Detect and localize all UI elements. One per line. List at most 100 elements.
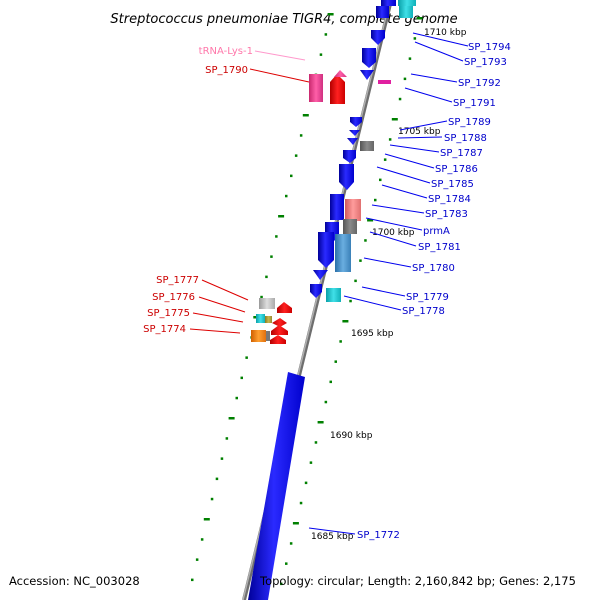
tick-mark xyxy=(200,538,204,541)
gene-sp1777[interactable] xyxy=(259,298,292,313)
gene-label-sp1776[interactable]: SP_1776 xyxy=(152,292,195,303)
tick-mark xyxy=(225,437,229,440)
tick-mark xyxy=(342,320,349,323)
kbp-label: 1710 kbp xyxy=(424,28,467,38)
gene-label-sp1786[interactable]: SP_1786 xyxy=(435,164,478,175)
gene-label-sp1793[interactable]: SP_1793 xyxy=(464,57,507,68)
trna-marker[interactable] xyxy=(378,80,391,84)
tick-mark xyxy=(294,154,298,157)
tick-mark xyxy=(191,578,194,582)
gene-sp1789[interactable] xyxy=(350,117,362,127)
tick-mark xyxy=(245,356,248,359)
scale-labels: 1710 kbp 1705 kbp 1700 kbp 1695 kbp 1690… xyxy=(311,28,467,542)
tick-mark xyxy=(329,380,332,384)
tick-mark xyxy=(260,295,263,299)
gene-label-sp1781[interactable]: SP_1781 xyxy=(418,242,461,253)
tick-mark xyxy=(290,174,293,178)
tick-mark xyxy=(374,198,377,202)
kbp-label: 1705 kbp xyxy=(398,127,441,137)
gene-label-sp1792[interactable]: SP_1792 xyxy=(458,78,501,89)
gene-sp1775[interactable] xyxy=(271,325,288,335)
tick-mark xyxy=(304,481,308,485)
gene-sp1781[interactable] xyxy=(318,232,334,268)
gene-sp1792[interactable] xyxy=(371,30,385,45)
tick-mark xyxy=(299,501,303,505)
gene-label-sp1784[interactable]: SP_1784 xyxy=(428,194,471,205)
gene-label-sp1772[interactable]: SP_1772 xyxy=(357,530,400,541)
kbp-label: 1685 kbp xyxy=(311,532,354,542)
gene-label-sp1778[interactable]: SP_1778 xyxy=(402,306,445,317)
tick-mark xyxy=(416,17,423,20)
gene-label-sp1790[interactable]: SP_1790 xyxy=(205,65,248,76)
forward-gene-labels: SP_1794 SP_1793 SP_1792 SP_1791 SP_1789 … xyxy=(357,42,511,541)
gene-label-sp1779[interactable]: SP_1779 xyxy=(406,292,449,303)
tick-mark xyxy=(240,376,243,380)
gene-sp1772[interactable] xyxy=(248,372,305,600)
gene-sp1784[interactable] xyxy=(330,194,344,220)
tick-mark xyxy=(309,461,313,464)
gene-sp1785[interactable] xyxy=(339,164,354,190)
tick-mark xyxy=(408,57,412,60)
tick-mark xyxy=(403,77,407,81)
gene-sp1794[interactable] xyxy=(381,0,416,6)
tick-mark xyxy=(319,53,323,56)
tick-mark xyxy=(349,299,352,303)
tick-mark xyxy=(292,522,299,525)
gene-sp1776[interactable] xyxy=(256,314,287,327)
gene-sp1793[interactable] xyxy=(376,6,413,18)
gene-label-sp1774[interactable]: SP_1774 xyxy=(143,324,186,335)
reverse-gene-labels: tRNA-Lys-1 SP_1790 SP_1777 SP_1776 SP_17… xyxy=(143,46,253,335)
gene-sp1779[interactable] xyxy=(313,270,341,302)
gene-sp1790[interactable] xyxy=(309,70,347,104)
gene-label-sp1775[interactable]: SP_1775 xyxy=(147,308,190,319)
tick-mark xyxy=(398,97,402,101)
gene-label-sp1780[interactable]: SP_1780 xyxy=(412,263,455,274)
gene-sp1778[interactable] xyxy=(310,284,322,298)
gene-label-sp1789[interactable]: SP_1789 xyxy=(448,117,491,128)
tick-mark xyxy=(413,37,417,40)
gene-sp1786[interactable] xyxy=(343,150,356,163)
kbp-label: 1700 kbp xyxy=(372,228,415,238)
tick-mark xyxy=(317,421,324,424)
accession-text: Accession: NC_003028 xyxy=(9,574,140,588)
label-leader-lines xyxy=(189,32,469,535)
map-title: Streptococcus pneumoniae TIGR4, complete… xyxy=(110,12,457,27)
gene-sp1787[interactable] xyxy=(360,141,374,151)
tick-mark xyxy=(195,558,199,561)
gene-sp1774[interactable] xyxy=(251,330,286,344)
tick-mark xyxy=(210,497,214,501)
tick-mark xyxy=(265,275,268,279)
gene-sp1780[interactable] xyxy=(335,234,351,272)
kbp-label: 1695 kbp xyxy=(351,329,394,339)
tick-mark xyxy=(299,134,303,137)
gene-sp1791[interactable] xyxy=(360,48,376,80)
tick-mark xyxy=(383,158,387,161)
tick-mark xyxy=(324,400,328,404)
tick-mark xyxy=(270,255,273,258)
tick-mark xyxy=(228,417,235,420)
tick-mark xyxy=(359,259,362,262)
gene-label-sp1794[interactable]: SP_1794 xyxy=(468,42,511,53)
gene-sp1788[interactable] xyxy=(347,130,360,145)
gene-sp1783[interactable] xyxy=(345,199,361,221)
gene-label-sp1787[interactable]: SP_1787 xyxy=(440,148,483,159)
tick-mark xyxy=(275,235,278,238)
forward-strand-genes xyxy=(248,0,416,600)
gene-label-sp1785[interactable]: SP_1785 xyxy=(431,179,474,190)
gene-label-sp1783[interactable]: SP_1783 xyxy=(425,209,468,220)
tick-mark xyxy=(289,542,293,545)
tick-mark xyxy=(388,138,392,141)
gene-label-sp1791[interactable]: SP_1791 xyxy=(453,98,496,109)
position-ticks xyxy=(191,13,423,586)
genome-summary-text: Topology: circular; Length: 2,160,842 bp… xyxy=(259,574,576,588)
gene-label-sp1788[interactable]: SP_1788 xyxy=(444,133,487,144)
gene-label-trna-lys-1[interactable]: tRNA-Lys-1 xyxy=(199,46,253,57)
gene-label-prma[interactable]: prmA xyxy=(423,226,450,237)
gene-label-sp1777[interactable]: SP_1777 xyxy=(156,275,199,286)
tick-mark xyxy=(203,518,210,521)
tick-mark xyxy=(235,396,238,400)
tick-mark xyxy=(280,582,283,586)
tick-mark xyxy=(324,33,328,36)
